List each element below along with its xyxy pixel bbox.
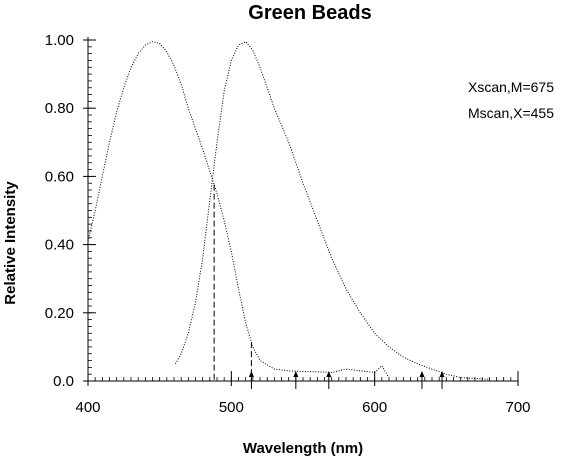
marker-arrow-head xyxy=(293,371,299,377)
y-axis-title: Relative Intensity xyxy=(2,181,19,305)
marker-arrow-head xyxy=(439,371,445,377)
x-axis-title: Wavelength (nm) xyxy=(243,440,363,457)
x-tick-label: 500 xyxy=(219,399,244,416)
y-tick-label: 0.20 xyxy=(45,305,74,322)
x-tick-label: 700 xyxy=(505,399,530,416)
marker-arrow-head xyxy=(326,371,332,377)
marker-arrow-head xyxy=(419,371,425,377)
series-line-2 xyxy=(174,41,490,380)
series-layer xyxy=(87,41,490,380)
y-tick-label: 1.00 xyxy=(45,32,74,49)
marker-arrow-head xyxy=(248,371,254,377)
x-tick-label: 400 xyxy=(75,399,100,416)
x-tick-label: 600 xyxy=(362,399,387,416)
legend-entry-2: Mscan,X=455 xyxy=(468,105,554,121)
y-tick-label: 0.80 xyxy=(45,100,74,117)
markers-layer xyxy=(213,184,445,389)
legend: Xscan,M=675 Mscan,X=455 xyxy=(468,79,554,121)
axes xyxy=(87,37,518,382)
series-line-1 xyxy=(87,41,390,378)
y-tick-label: 0.40 xyxy=(45,237,74,254)
y-tick-label: 0.0 xyxy=(53,373,74,390)
legend-entry-1: Xscan,M=675 xyxy=(468,79,554,95)
ticks: 400 500 600 700 0.0 0.20 0.40 0.60 0.80 1.00 xyxy=(45,32,531,416)
chart-title: Green Beads xyxy=(248,2,371,24)
y-tick-label: 0.60 xyxy=(45,168,74,185)
